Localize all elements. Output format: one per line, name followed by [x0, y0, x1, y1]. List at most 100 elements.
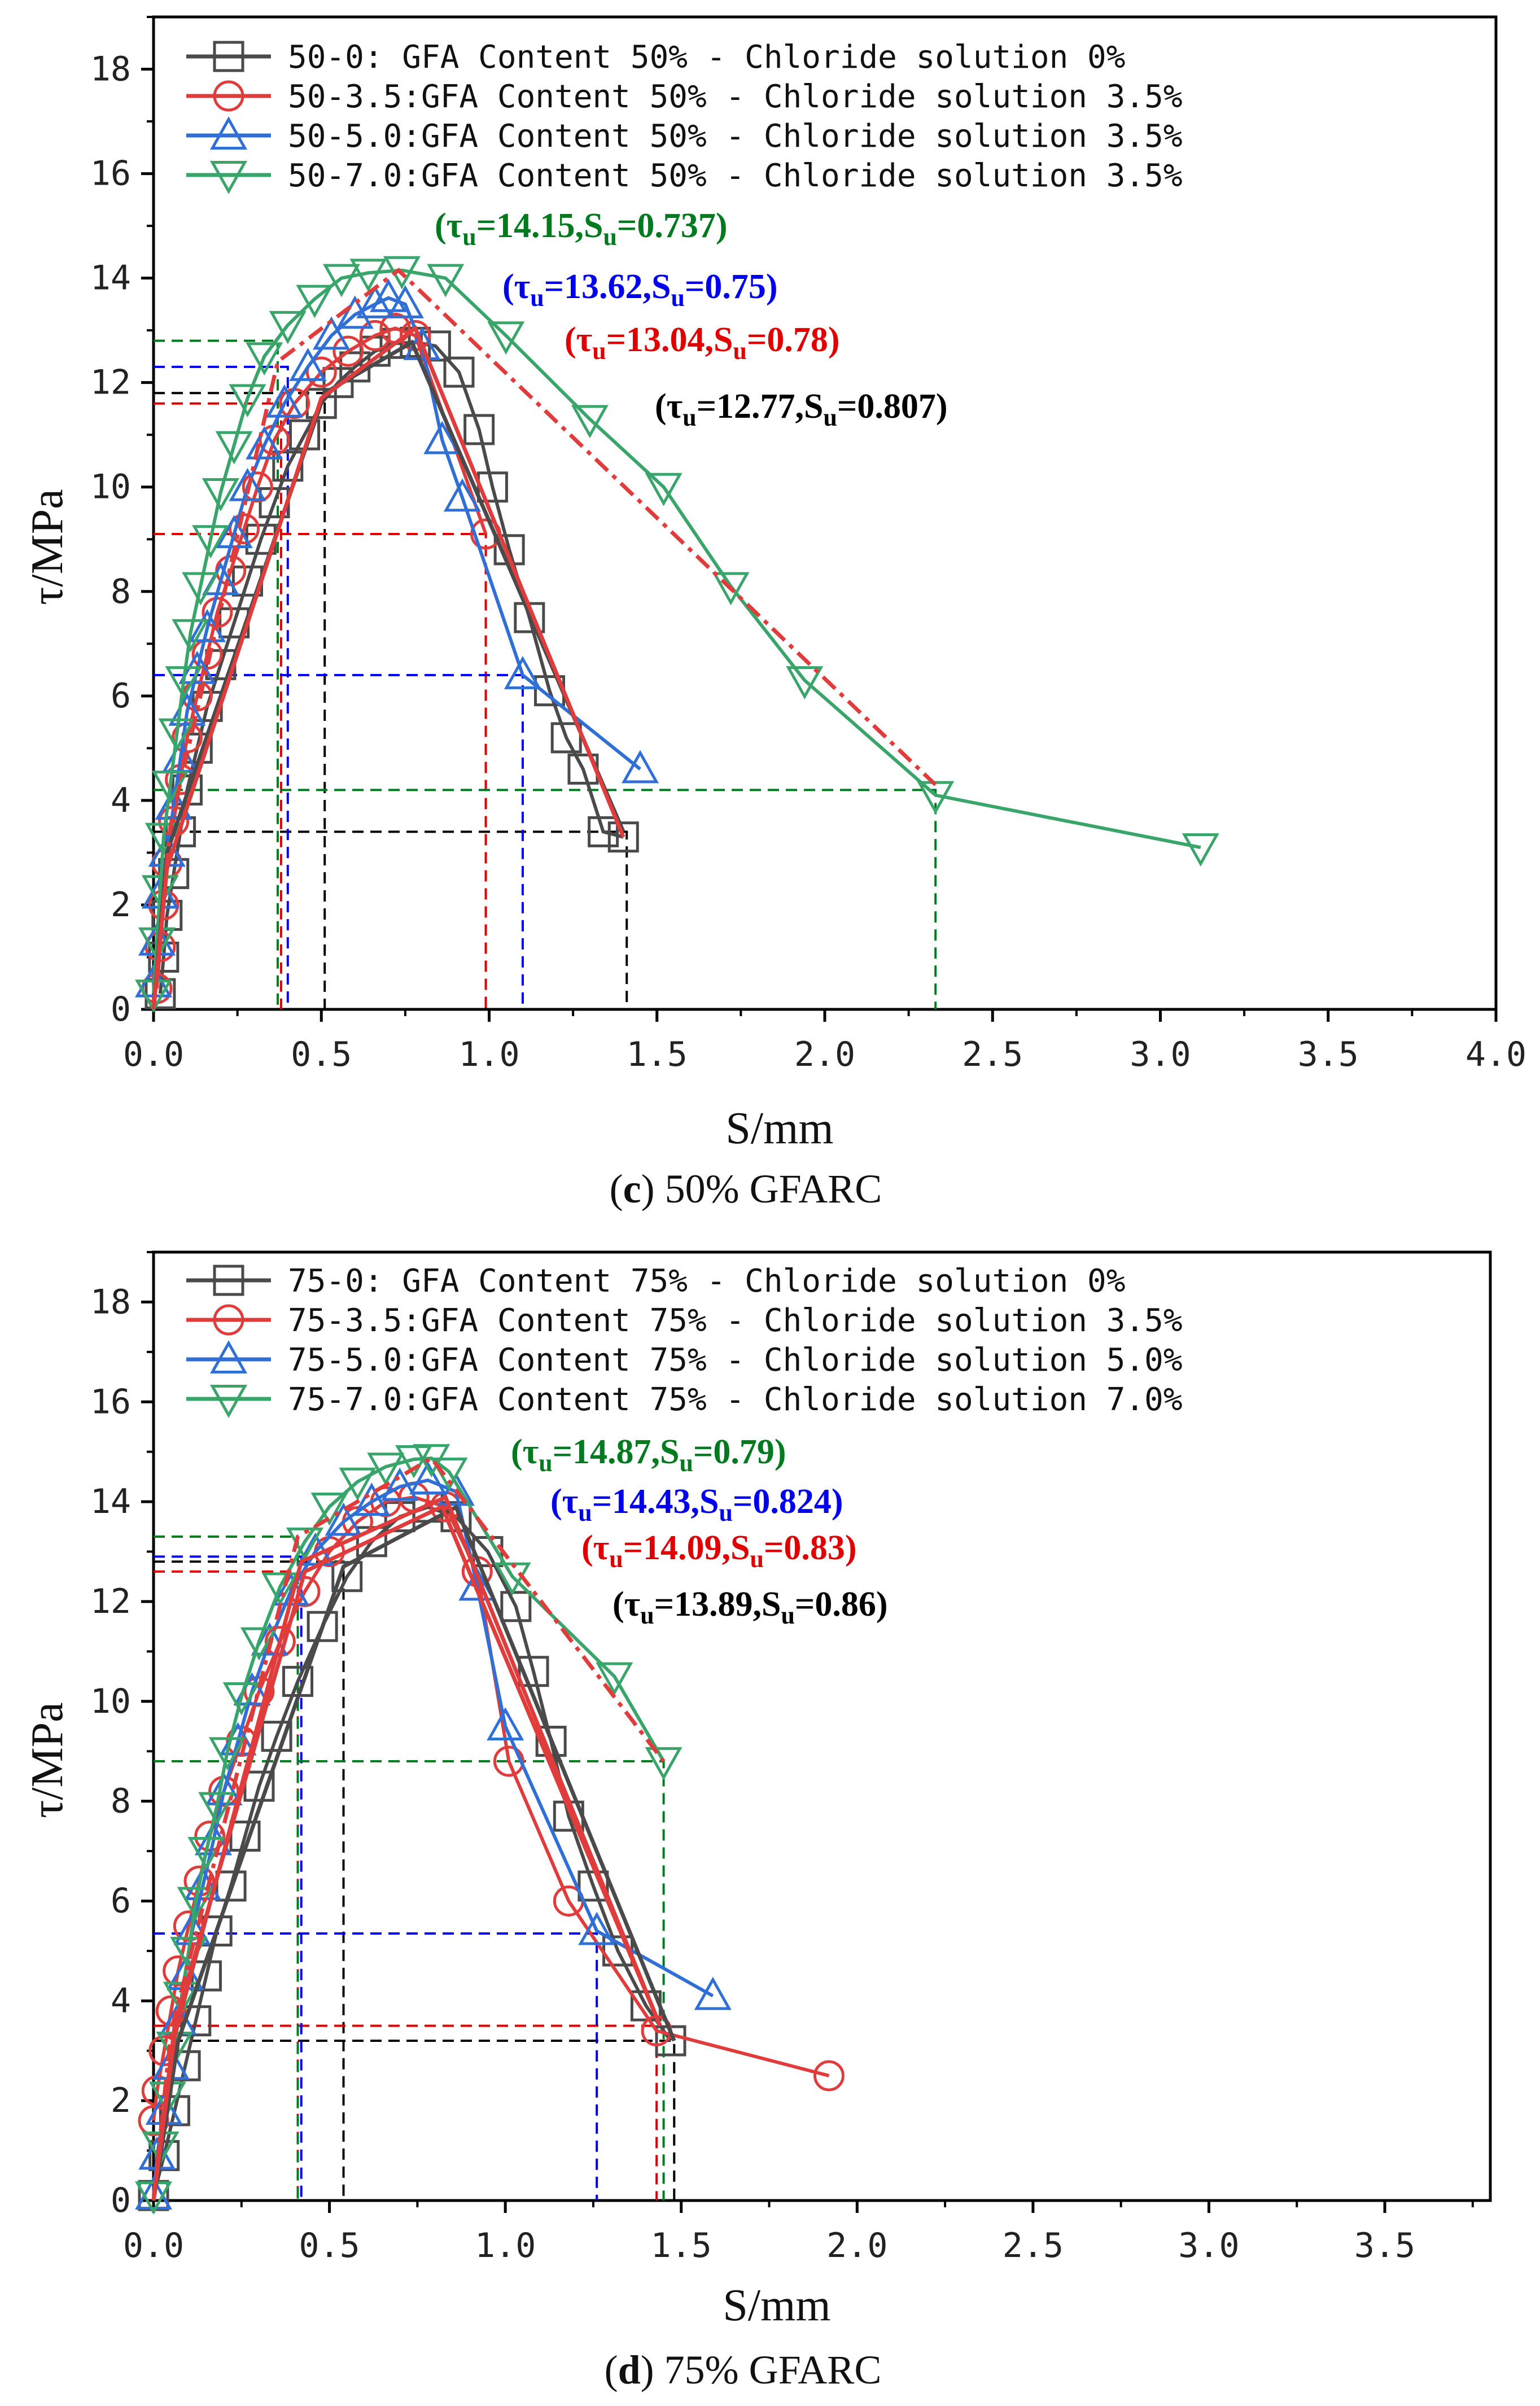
data-point	[409, 1461, 447, 1495]
x-axis-title: S/mm	[723, 2281, 830, 2330]
data-point	[177, 1887, 215, 1921]
x-tick-label: 1.0	[458, 1035, 519, 1074]
data-point	[229, 467, 266, 501]
x-tick-label: 0.0	[123, 1035, 184, 1074]
data-point	[427, 264, 465, 298]
data-point	[463, 414, 495, 445]
legend-marker	[209, 1385, 248, 1418]
data-point	[261, 1572, 299, 1606]
figure-caption: (d) 75% GFARC	[605, 2347, 882, 2392]
data-point	[246, 342, 283, 376]
legend-item: 50-7.0:GFA Content 50% - Chloride soluti…	[186, 158, 1183, 194]
peak-annotation: (τu=12.77,Su=0.807)	[655, 387, 948, 431]
data-point	[550, 722, 582, 754]
legend-item: 75-7.0:GFA Content 75% - Chloride soluti…	[186, 1381, 1183, 1418]
data-point	[165, 666, 203, 699]
data-point	[622, 750, 659, 784]
legend-marker	[209, 161, 248, 194]
data-point	[205, 1772, 243, 1805]
data-point	[588, 816, 619, 847]
data-point	[134, 979, 173, 1013]
data-point	[518, 1656, 549, 1687]
y-tick-label: 12	[90, 363, 131, 403]
guide-line	[154, 1560, 345, 2201]
data-point	[349, 259, 387, 292]
figure-caption: (c) 50% GFARC	[610, 1166, 882, 1211]
y-tick-label: 0	[111, 990, 131, 1029]
legend-marker	[209, 116, 248, 150]
data-point	[353, 1482, 391, 1516]
legend-label: 75-0: GFA Content 75% - Chloride solutio…	[288, 1263, 1125, 1300]
data-point	[596, 1662, 633, 1696]
plot-frame	[152, 1250, 1492, 2202]
data-point	[184, 1867, 222, 1900]
series-4	[134, 256, 1219, 1013]
data-point	[504, 655, 541, 689]
data-point	[437, 1472, 475, 1506]
legend-label: 50-0: GFA Content 50% - Chloride solutio…	[288, 39, 1125, 76]
x-tick-label: 2.5	[1003, 2226, 1064, 2265]
guide-line	[154, 830, 628, 1009]
data-point	[172, 619, 209, 653]
x-tick-label: 1.0	[475, 2226, 536, 2265]
guide-line	[154, 1932, 598, 2201]
guide-line	[154, 365, 289, 1009]
x-tick-label: 2.0	[794, 1035, 855, 1074]
series-line	[152, 268, 1201, 994]
y-tick-label: 4	[111, 781, 131, 820]
data-point	[158, 718, 196, 752]
data-point	[134, 2176, 173, 2210]
data-point	[423, 421, 461, 454]
x-axis-title: S/mm	[725, 1104, 833, 1153]
peak-annotation: (τu=14.09,Su=0.83)	[581, 1529, 857, 1573]
data-point	[458, 1567, 496, 1601]
data-point	[381, 1467, 419, 1501]
data-point	[571, 405, 609, 439]
data-point	[500, 1591, 532, 1622]
legend-label: 50-7.0:GFA Content 50% - Chloride soluti…	[288, 158, 1183, 194]
data-point	[202, 478, 239, 511]
x-tick-label: 3.5	[1354, 2226, 1415, 2265]
legend-label: 50-3.5:GFA Content 50% - Chloride soluti…	[288, 78, 1183, 115]
y-tick-label: 6	[111, 676, 131, 716]
peak-annotation: (τu=14.43,Su=0.824)	[550, 1482, 843, 1526]
legend-marker	[209, 1340, 248, 1373]
series-line	[152, 296, 641, 983]
data-point	[222, 1682, 260, 1716]
data-point	[215, 1870, 247, 1902]
y-tick-label: 18	[90, 1282, 131, 1322]
data-point	[272, 450, 304, 482]
peak-annotation: (τu=14.15,Su=0.737)	[435, 207, 728, 251]
data-point	[331, 1561, 363, 1593]
y-tick-label: 16	[90, 1382, 131, 1421]
x-tick-label: 0.5	[291, 1035, 352, 1074]
legend-item: 50-3.5:GFA Content 50% - Chloride soluti…	[186, 78, 1183, 115]
data-point	[229, 384, 266, 418]
data-point	[182, 572, 220, 606]
y-tick-label: 12	[90, 1582, 131, 1621]
data-point	[322, 367, 354, 399]
data-point	[215, 431, 253, 465]
fit-line	[151, 1455, 666, 2201]
y-tick-label: 18	[90, 50, 131, 89]
x-tick-label: 3.5	[1298, 1035, 1359, 1074]
y-tick-label: 10	[90, 467, 131, 507]
guide-line	[154, 2040, 676, 2201]
data-point	[310, 1492, 348, 1526]
fit-line	[151, 1504, 662, 2201]
guide-line	[154, 1555, 303, 2201]
data-point	[607, 821, 639, 853]
peak-annotation: (τu=14.87,Su=0.79)	[511, 1433, 786, 1477]
data-point	[443, 478, 481, 512]
series-2	[138, 1481, 845, 2137]
data-point	[134, 2181, 173, 2215]
legend-label: 75-5.0:GFA Content 75% - Chloride soluti…	[288, 1342, 1183, 1379]
legend-marker	[213, 80, 244, 112]
data-point	[261, 1721, 292, 1752]
data-point	[325, 1502, 362, 1536]
data-point	[322, 264, 360, 298]
guide-line	[154, 789, 937, 1009]
data-point	[645, 473, 683, 506]
y-tick-label: 0	[111, 2181, 131, 2220]
